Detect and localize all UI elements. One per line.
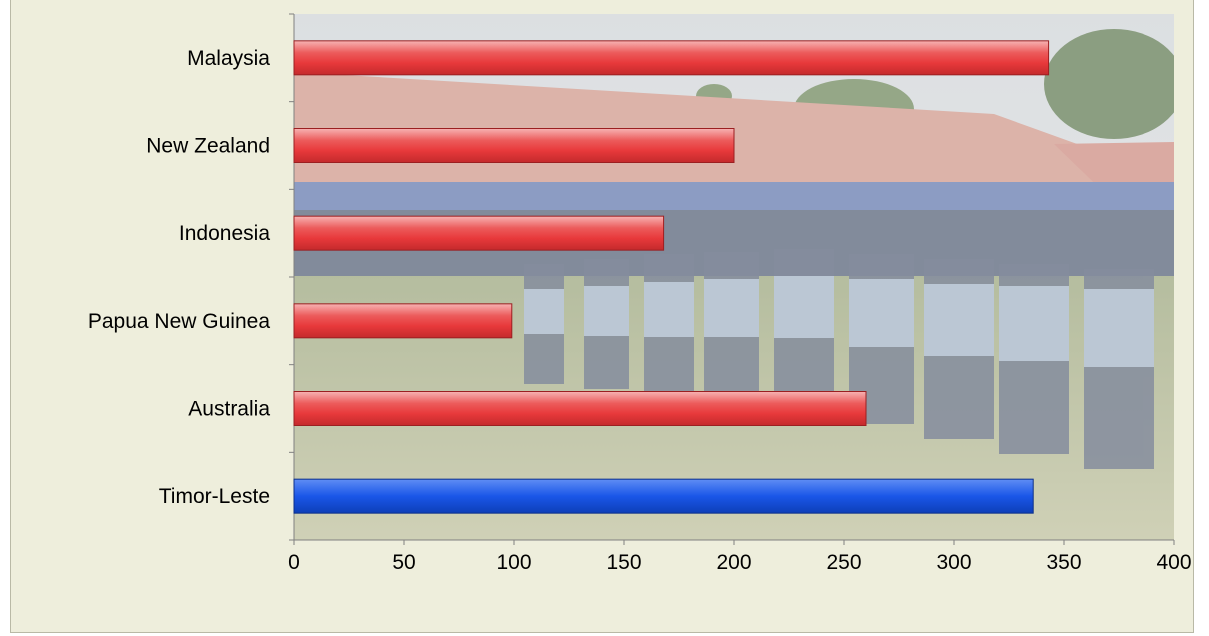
bars xyxy=(293,40,1050,514)
category-label: Papua New Guinea xyxy=(88,310,270,333)
x-tick-label: 300 xyxy=(936,551,971,574)
category-label: Malaysia xyxy=(187,47,270,70)
background-photo xyxy=(294,14,1174,540)
x-tick-labels: 0 50 100 150 200 250 300 350 400 xyxy=(288,551,1191,574)
bar-new-zealand xyxy=(293,128,735,163)
bar-papua-new-guinea xyxy=(293,303,513,339)
category-label: Timor-Leste xyxy=(159,485,270,508)
x-tick-label: 100 xyxy=(496,551,531,574)
x-tick-label: 400 xyxy=(1156,551,1191,574)
bar-australia xyxy=(293,391,867,426)
x-tick-label: 50 xyxy=(392,551,415,574)
category-label: Indonesia xyxy=(179,222,270,245)
x-tick-label: 0 xyxy=(288,551,300,574)
x-tick-label: 250 xyxy=(826,551,861,574)
category-label: Australia xyxy=(188,398,270,421)
x-tick-label: 150 xyxy=(606,551,641,574)
bar-malaysia xyxy=(293,40,1050,76)
x-tick-label: 200 xyxy=(716,551,751,574)
x-tick-label: 350 xyxy=(1046,551,1081,574)
category-label: New Zealand xyxy=(146,135,270,158)
bar-indonesia xyxy=(293,215,665,251)
bar-timor-leste xyxy=(293,478,1034,514)
category-labels: Malaysia New Zealand Indonesia Papua New Gu… xyxy=(88,47,270,508)
axes xyxy=(289,13,1175,545)
